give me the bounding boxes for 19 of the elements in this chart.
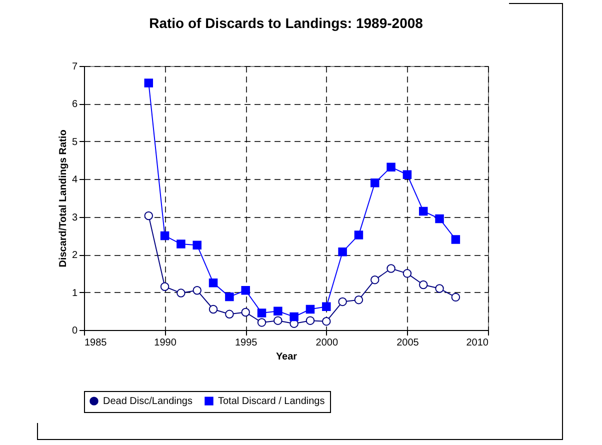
x-tick-label: 2005 xyxy=(396,338,420,348)
legend-label: Total Discard / Landings xyxy=(218,396,325,408)
x-tick-label: 1990 xyxy=(154,338,177,348)
x-tick-label: 2010 xyxy=(466,338,489,348)
y-tick-label: 0 xyxy=(72,326,78,336)
y-tick-label: 3 xyxy=(72,212,78,224)
y-tick-label: 4 xyxy=(72,174,78,186)
chart-title: Ratio of Discards to Landings: 1989-2008 xyxy=(149,15,424,31)
y-tick-label: 5 xyxy=(72,136,78,148)
x-tick-label: 1985 xyxy=(84,338,108,348)
x-tick-label: 2000 xyxy=(316,338,338,348)
y-tick-label: 1 xyxy=(72,288,78,299)
legend-label: Dead Disc/Landings xyxy=(103,396,192,408)
y-axis-title: Discard/Total Landings Ratio xyxy=(58,130,69,268)
y-tick-label: 6 xyxy=(72,99,78,110)
y-tick-label: 2 xyxy=(72,250,78,262)
x-axis-title: Year xyxy=(276,352,298,362)
y-tick-label: 7 xyxy=(72,62,78,72)
x-tick-label: 1995 xyxy=(234,338,258,348)
